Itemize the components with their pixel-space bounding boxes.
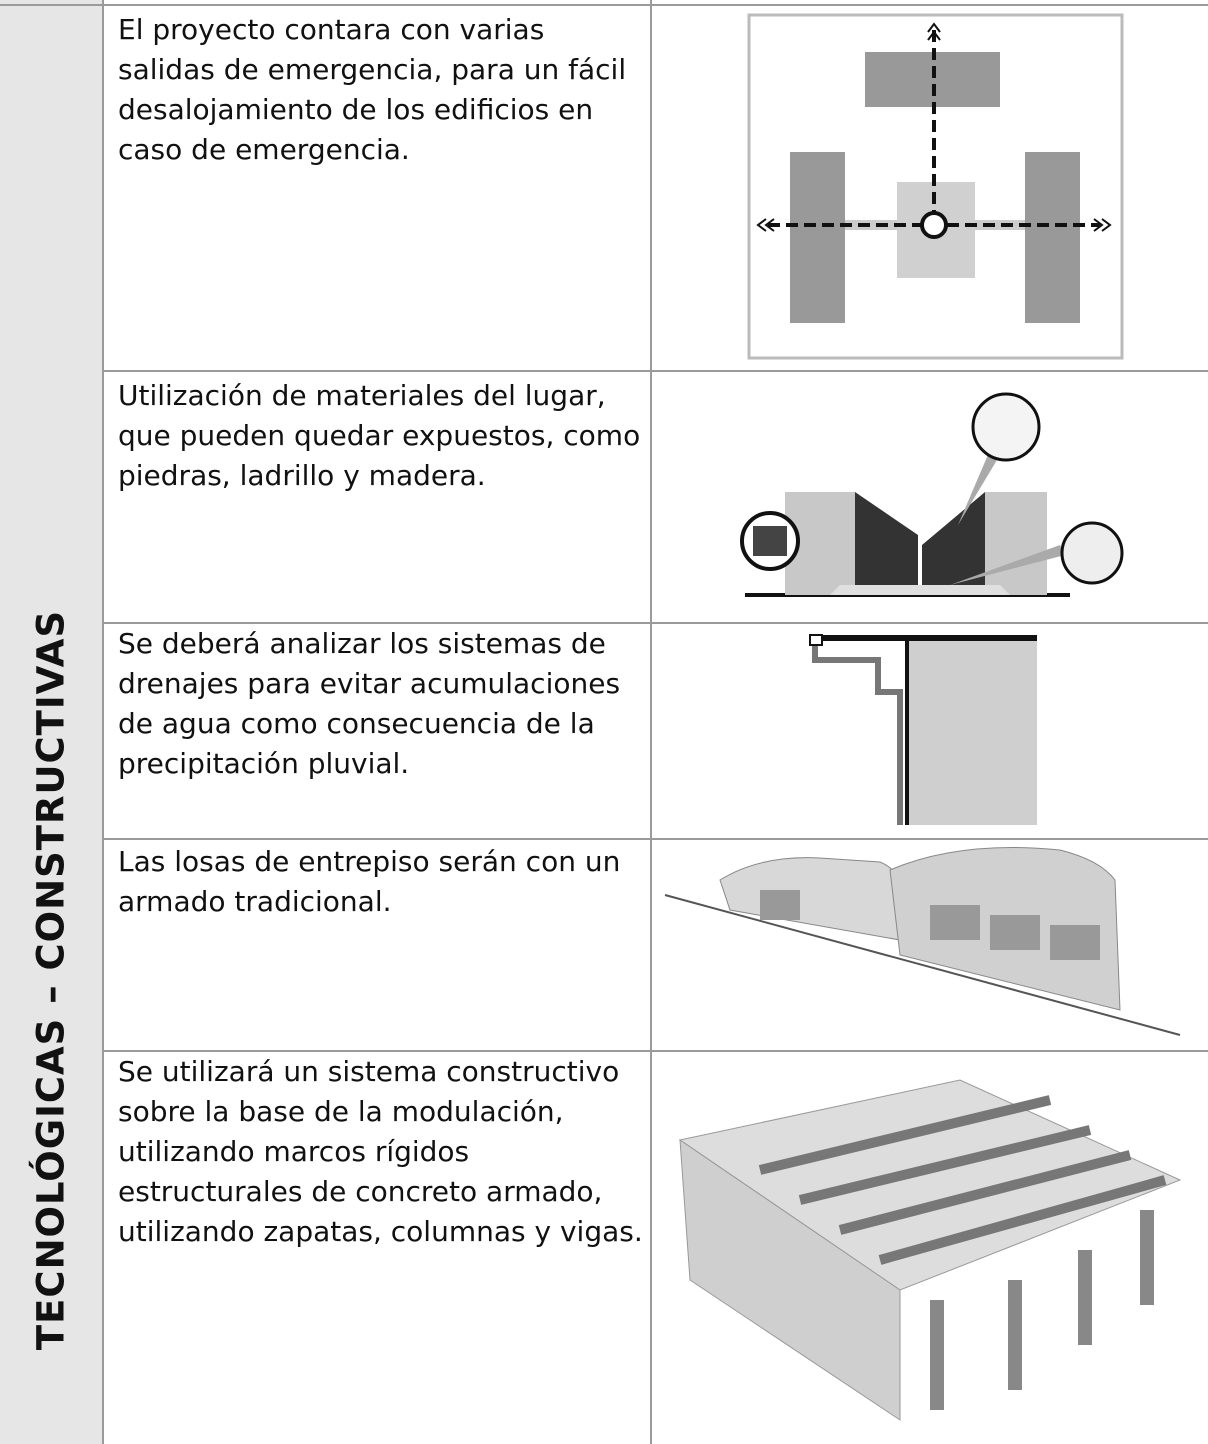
shape <box>753 526 787 556</box>
shape <box>664 894 1181 1036</box>
side-cell <box>0 370 104 1444</box>
shape <box>922 492 985 595</box>
shape <box>756 218 775 232</box>
shape <box>719 857 906 941</box>
shape <box>838 1150 1132 1235</box>
shape <box>1078 1250 1092 1345</box>
cell <box>102 622 652 840</box>
shape <box>798 1125 1092 1205</box>
cell <box>102 1050 652 1444</box>
shape <box>790 152 845 323</box>
evacuation-diagram <box>747 13 1124 360</box>
shape <box>1060 521 1124 585</box>
cell <box>102 838 652 1052</box>
shape <box>971 392 1041 462</box>
shape <box>950 545 1065 585</box>
row-text: Se utilizará un sistema constructivo sob… <box>118 1055 643 1248</box>
shape <box>927 22 941 41</box>
shape <box>758 1095 1052 1175</box>
row-text: Las losas de entrepiso serán con un arma… <box>118 845 621 918</box>
shape <box>812 645 903 825</box>
cell <box>650 838 1208 1052</box>
shape <box>930 905 980 940</box>
cell <box>102 0 652 372</box>
materials-diagram <box>740 392 1124 597</box>
shape <box>930 1300 944 1410</box>
shape <box>865 52 1000 107</box>
shape <box>1008 1280 1022 1390</box>
drainage-diagram <box>809 634 1037 825</box>
shape <box>990 915 1040 950</box>
row-text: El proyecto contara con varias salidas d… <box>118 13 627 166</box>
shape <box>905 638 1037 825</box>
top-border <box>0 4 1208 6</box>
shape <box>1093 218 1112 232</box>
cell <box>650 0 1208 372</box>
shape <box>920 211 948 239</box>
shape <box>809 634 823 646</box>
cell <box>650 622 1208 840</box>
shape <box>1025 152 1080 323</box>
shape <box>985 492 1047 595</box>
cell <box>650 370 1208 624</box>
shape <box>855 492 918 595</box>
shape <box>830 585 1010 595</box>
row-text: Utilización de materiales del lugar, que… <box>118 379 641 492</box>
row-text: Se deberá analizar los sistemas de drena… <box>118 627 621 780</box>
shape <box>760 890 800 920</box>
shape <box>1140 1210 1154 1305</box>
slab-diagram <box>664 847 1181 1036</box>
shape <box>679 1139 901 1421</box>
cell <box>102 370 652 624</box>
side-cell <box>0 0 104 372</box>
structure-diagram <box>678 1079 1182 1421</box>
shape <box>958 450 1000 525</box>
shape <box>1050 925 1100 960</box>
shape <box>878 1175 1167 1265</box>
